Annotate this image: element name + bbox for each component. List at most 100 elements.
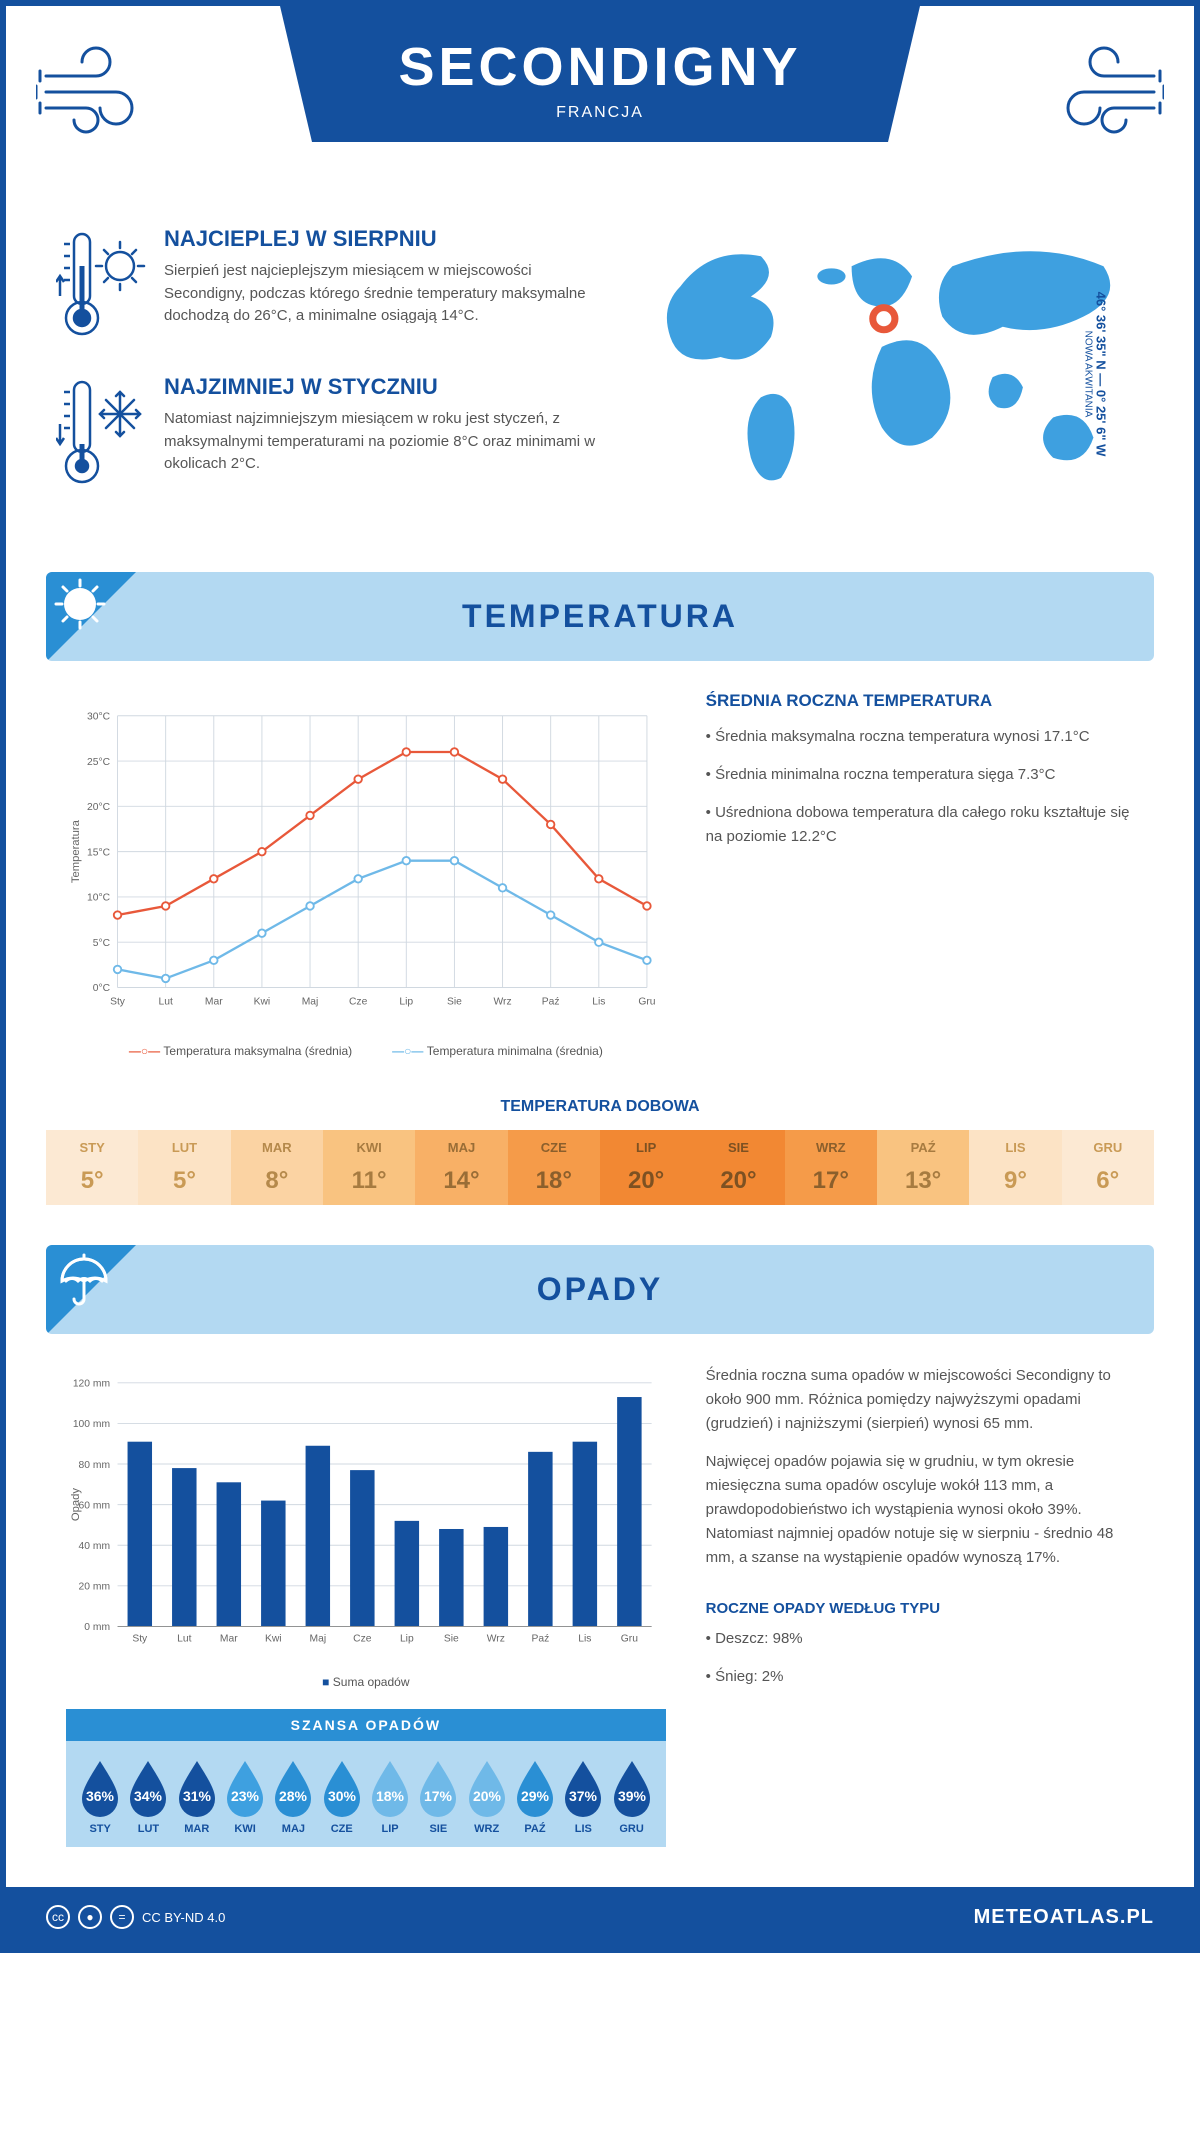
raindrop-icon: 18% xyxy=(366,1757,414,1817)
svg-text:0°C: 0°C xyxy=(93,983,111,994)
drop-item: 37% LIS xyxy=(559,1757,607,1835)
svg-text:Lip: Lip xyxy=(399,996,413,1007)
svg-text:0 mm: 0 mm xyxy=(84,1622,110,1633)
svg-text:Sty: Sty xyxy=(132,1633,148,1644)
drop-month: GRU xyxy=(607,1823,655,1835)
heat-cell: LUT 5° xyxy=(138,1130,230,1205)
svg-text:17%: 17% xyxy=(424,1788,453,1804)
site-name: METEOATLAS.PL xyxy=(974,1906,1154,1929)
heat-cell: LIP 20° xyxy=(600,1130,692,1205)
raindrop-icon: 28% xyxy=(269,1757,317,1817)
temp-bullet: • Średnia minimalna roczna temperatura s… xyxy=(706,763,1134,787)
svg-text:Sie: Sie xyxy=(444,1633,459,1644)
svg-text:Kwi: Kwi xyxy=(254,996,271,1007)
heat-month: WRZ xyxy=(785,1140,877,1155)
opady-text-column: Średnia roczna suma opadów w miejscowośc… xyxy=(706,1364,1134,1847)
drop-month: KWI xyxy=(221,1823,269,1835)
roczne-item: • Śnieg: 2% xyxy=(706,1665,1134,1689)
temp-side-title: ŚREDNIA ROCZNA TEMPERATURA xyxy=(706,691,1134,711)
heat-month: GRU xyxy=(1062,1140,1154,1155)
svg-text:Mar: Mar xyxy=(205,996,223,1007)
heat-value: 5° xyxy=(138,1167,230,1195)
drop-item: 23% KWI xyxy=(221,1757,269,1835)
raindrop-icon: 30% xyxy=(318,1757,366,1817)
temperature-line-chart: 0°C5°C10°C15°C20°C25°C30°CStyLutMarKwiMa… xyxy=(66,691,666,1031)
opady-legend: Suma opadów xyxy=(66,1675,666,1689)
svg-text:28%: 28% xyxy=(279,1788,308,1804)
drop-month: SIE xyxy=(414,1823,462,1835)
heat-cell: MAJ 14° xyxy=(415,1130,507,1205)
drop-item: 18% LIP xyxy=(366,1757,414,1835)
fact-hot-title: NAJCIEPLEJ W SIERPNIU xyxy=(164,226,610,252)
country-subtitle: FRANCJA xyxy=(280,104,920,122)
drop-item: 17% SIE xyxy=(414,1757,462,1835)
svg-text:Wrz: Wrz xyxy=(487,1633,505,1644)
drop-item: 20% WRZ xyxy=(463,1757,511,1835)
raindrop-icon: 36% xyxy=(76,1757,124,1817)
temp-legend: Temperatura maksymalna (średnia) Tempera… xyxy=(66,1044,666,1058)
nd-icon: = xyxy=(110,1905,134,1929)
svg-text:34%: 34% xyxy=(134,1788,163,1804)
svg-text:Cze: Cze xyxy=(353,1633,372,1644)
svg-text:Lip: Lip xyxy=(400,1633,414,1644)
svg-text:30°C: 30°C xyxy=(87,712,111,723)
svg-text:Lut: Lut xyxy=(158,996,172,1007)
svg-text:18%: 18% xyxy=(376,1788,405,1804)
drop-month: LIS xyxy=(559,1823,607,1835)
heat-month: STY xyxy=(46,1140,138,1155)
intro-section: NAJCIEPLEJ W SIERPNIU Sierpień jest najc… xyxy=(6,206,1194,552)
roczne-list: • Deszcz: 98%• Śnieg: 2% xyxy=(706,1627,1134,1689)
svg-text:Lis: Lis xyxy=(578,1633,591,1644)
heat-cell: SIE 20° xyxy=(692,1130,784,1205)
heat-value: 17° xyxy=(785,1167,877,1195)
heat-value: 13° xyxy=(877,1167,969,1195)
facts-column: NAJCIEPLEJ W SIERPNIU Sierpień jest najc… xyxy=(56,226,610,522)
legend-min: Temperatura minimalna (średnia) xyxy=(392,1044,603,1058)
heat-cell: LIS 9° xyxy=(969,1130,1061,1205)
world-map-icon xyxy=(640,226,1144,508)
svg-text:Sie: Sie xyxy=(447,996,462,1007)
drop-month: LIP xyxy=(366,1823,414,1835)
heat-month: KWI xyxy=(323,1140,415,1155)
heat-month: SIE xyxy=(692,1140,784,1155)
svg-text:31%: 31% xyxy=(183,1788,212,1804)
drop-item: 39% GRU xyxy=(607,1757,655,1835)
wind-icon-left xyxy=(36,26,176,146)
svg-text:Sty: Sty xyxy=(110,996,126,1007)
drop-item: 29% PAŹ xyxy=(511,1757,559,1835)
heat-value: 18° xyxy=(508,1167,600,1195)
drops-row: 36% STY 34% LUT 31% MAR 23% KWI 28% MAJ … xyxy=(66,1741,666,1847)
by-icon: ● xyxy=(78,1905,102,1929)
heat-cell: PAŹ 13° xyxy=(877,1130,969,1205)
raindrop-icon: 20% xyxy=(463,1757,511,1817)
map-column: 46° 36' 35" N — 0° 25' 6" W NOWA AKWITAN… xyxy=(640,226,1144,522)
svg-text:Paź: Paź xyxy=(542,996,560,1007)
license-block: cc ● = CC BY-ND 4.0 xyxy=(46,1905,225,1929)
fact-hot-text: Sierpień jest najcieplejszym miesiącem w… xyxy=(164,260,610,328)
drop-month: STY xyxy=(76,1823,124,1835)
temp-dobowa-row: STY 5°LUT 5°MAR 8°KWI 11°MAJ 14°CZE 18°L… xyxy=(46,1130,1154,1205)
svg-text:120 mm: 120 mm xyxy=(73,1379,110,1390)
fact-hottest: NAJCIEPLEJ W SIERPNIU Sierpień jest najc… xyxy=(56,226,610,346)
raindrop-icon: 39% xyxy=(608,1757,656,1817)
fact-cold-title: NAJZIMNIEJ W STYCZNIU xyxy=(164,374,610,400)
drop-month: CZE xyxy=(318,1823,366,1835)
wind-icon-right xyxy=(1024,26,1164,146)
footer: cc ● = CC BY-ND 4.0 METEOATLAS.PL xyxy=(6,1887,1194,1947)
heat-cell: MAR 8° xyxy=(231,1130,323,1205)
region-text: NOWA AKWITANIA xyxy=(1083,292,1094,457)
svg-text:30%: 30% xyxy=(328,1788,357,1804)
city-title: SECONDIGNY xyxy=(280,36,920,98)
svg-text:5°C: 5°C xyxy=(93,938,111,949)
umbrella-icon xyxy=(54,1251,114,1311)
heat-cell: WRZ 17° xyxy=(785,1130,877,1205)
temperatura-body: 0°C5°C10°C15°C20°C25°C30°CStyLutMarKwiMa… xyxy=(6,691,1194,1088)
svg-text:20 mm: 20 mm xyxy=(79,1582,110,1593)
temp-bullet: • Średnia maksymalna roczna temperatura … xyxy=(706,725,1134,749)
szansa-block: SZANSA OPADÓW 36% STY 34% LUT 31% MAR 23… xyxy=(66,1709,666,1847)
heat-value: 9° xyxy=(969,1167,1061,1195)
opady-body: 0 mm20 mm40 mm60 mm80 mm100 mm120 mmOpad… xyxy=(6,1364,1194,1867)
coordinates-label: 46° 36' 35" N — 0° 25' 6" W NOWA AKWITAN… xyxy=(1083,292,1109,457)
svg-text:20°C: 20°C xyxy=(87,802,111,813)
drop-month: MAJ xyxy=(269,1823,317,1835)
